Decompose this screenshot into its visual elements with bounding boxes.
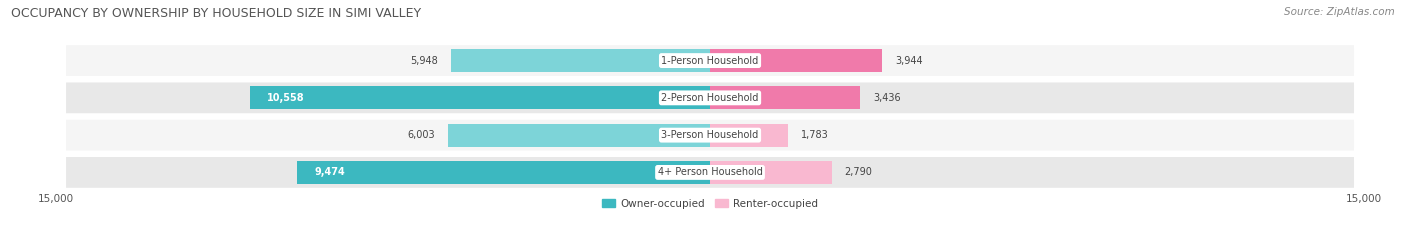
Bar [250,86,710,110]
Bar [710,161,831,184]
Text: 10,558: 10,558 [267,93,305,103]
Text: OCCUPANCY BY OWNERSHIP BY HOUSEHOLD SIZE IN SIMI VALLEY: OCCUPANCY BY OWNERSHIP BY HOUSEHOLD SIZE… [11,7,422,20]
Bar [451,49,710,72]
FancyBboxPatch shape [66,120,1354,151]
Text: 2,790: 2,790 [845,168,873,177]
Text: 9,474: 9,474 [315,168,346,177]
FancyBboxPatch shape [66,157,1354,188]
Bar [297,161,710,184]
Text: 3,944: 3,944 [896,56,922,65]
Text: 2-Person Household: 2-Person Household [661,93,759,103]
Bar [449,123,710,147]
Bar [710,86,860,110]
Text: Source: ZipAtlas.com: Source: ZipAtlas.com [1284,7,1395,17]
Text: 3,436: 3,436 [873,93,900,103]
Text: 6,003: 6,003 [408,130,436,140]
FancyBboxPatch shape [66,82,1354,113]
Text: 3-Person Household: 3-Person Household [661,130,759,140]
Text: 5,948: 5,948 [411,56,437,65]
Text: 1-Person Household: 1-Person Household [661,56,759,65]
Text: 4+ Person Household: 4+ Person Household [658,168,762,177]
Text: 1,783: 1,783 [801,130,828,140]
Legend: Owner-occupied, Renter-occupied: Owner-occupied, Renter-occupied [598,194,823,213]
FancyBboxPatch shape [66,45,1354,76]
Bar [710,123,787,147]
Bar [710,49,882,72]
